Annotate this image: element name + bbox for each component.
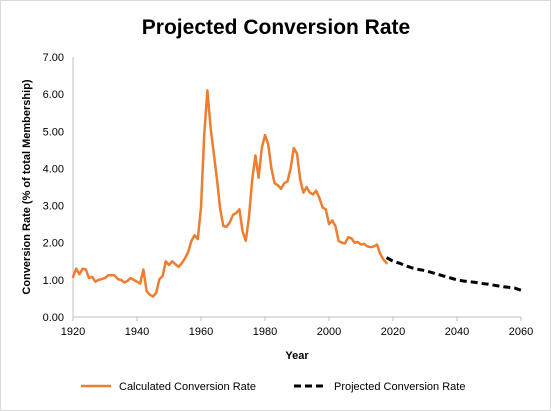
- series-line-projected-conversion-rate: [385, 256, 522, 292]
- legend: Calculated Conversion Rate Projected Conv…: [81, 381, 465, 393]
- y-tick-label: 0.00: [43, 312, 64, 324]
- y-axis-title: Conversion Rate (% of total Membership): [21, 79, 33, 294]
- legend-label-projected-conversion-rate: Projected Conversion Rate: [334, 381, 465, 393]
- x-tick-label: 2000: [317, 326, 341, 338]
- series-line-calculated-conversion-rate: [71, 89, 388, 298]
- y-tick-label: 2.00: [43, 238, 64, 250]
- x-tick-label: 2060: [509, 326, 533, 338]
- x-axis-title: Year: [285, 350, 309, 362]
- y-tick-label: 4.00: [43, 163, 64, 175]
- x-tick-label: 1940: [125, 326, 149, 338]
- y-tick-label: 6.00: [43, 89, 64, 101]
- chart-title: Projected Conversion Rate: [142, 16, 410, 39]
- y-tick-label: 5.00: [43, 126, 64, 138]
- x-tick-label: 1960: [189, 326, 213, 338]
- x-tick-label: 1980: [253, 326, 277, 338]
- y-tick-label: 1.00: [43, 275, 64, 287]
- plot-area: 0.00 1.00 2.00 3.00 4.00 5.00 6.00 7.00 1920 1940…: [43, 52, 534, 338]
- x-tick-label: 2020: [381, 326, 405, 338]
- y-tick-label: 3.00: [43, 201, 64, 213]
- x-tick-label: 1920: [61, 326, 85, 338]
- y-tick-label: 7.00: [43, 52, 64, 64]
- x-tick-label: 2040: [445, 326, 469, 338]
- legend-label-calculated-conversion-rate: Calculated Conversion Rate: [119, 381, 256, 393]
